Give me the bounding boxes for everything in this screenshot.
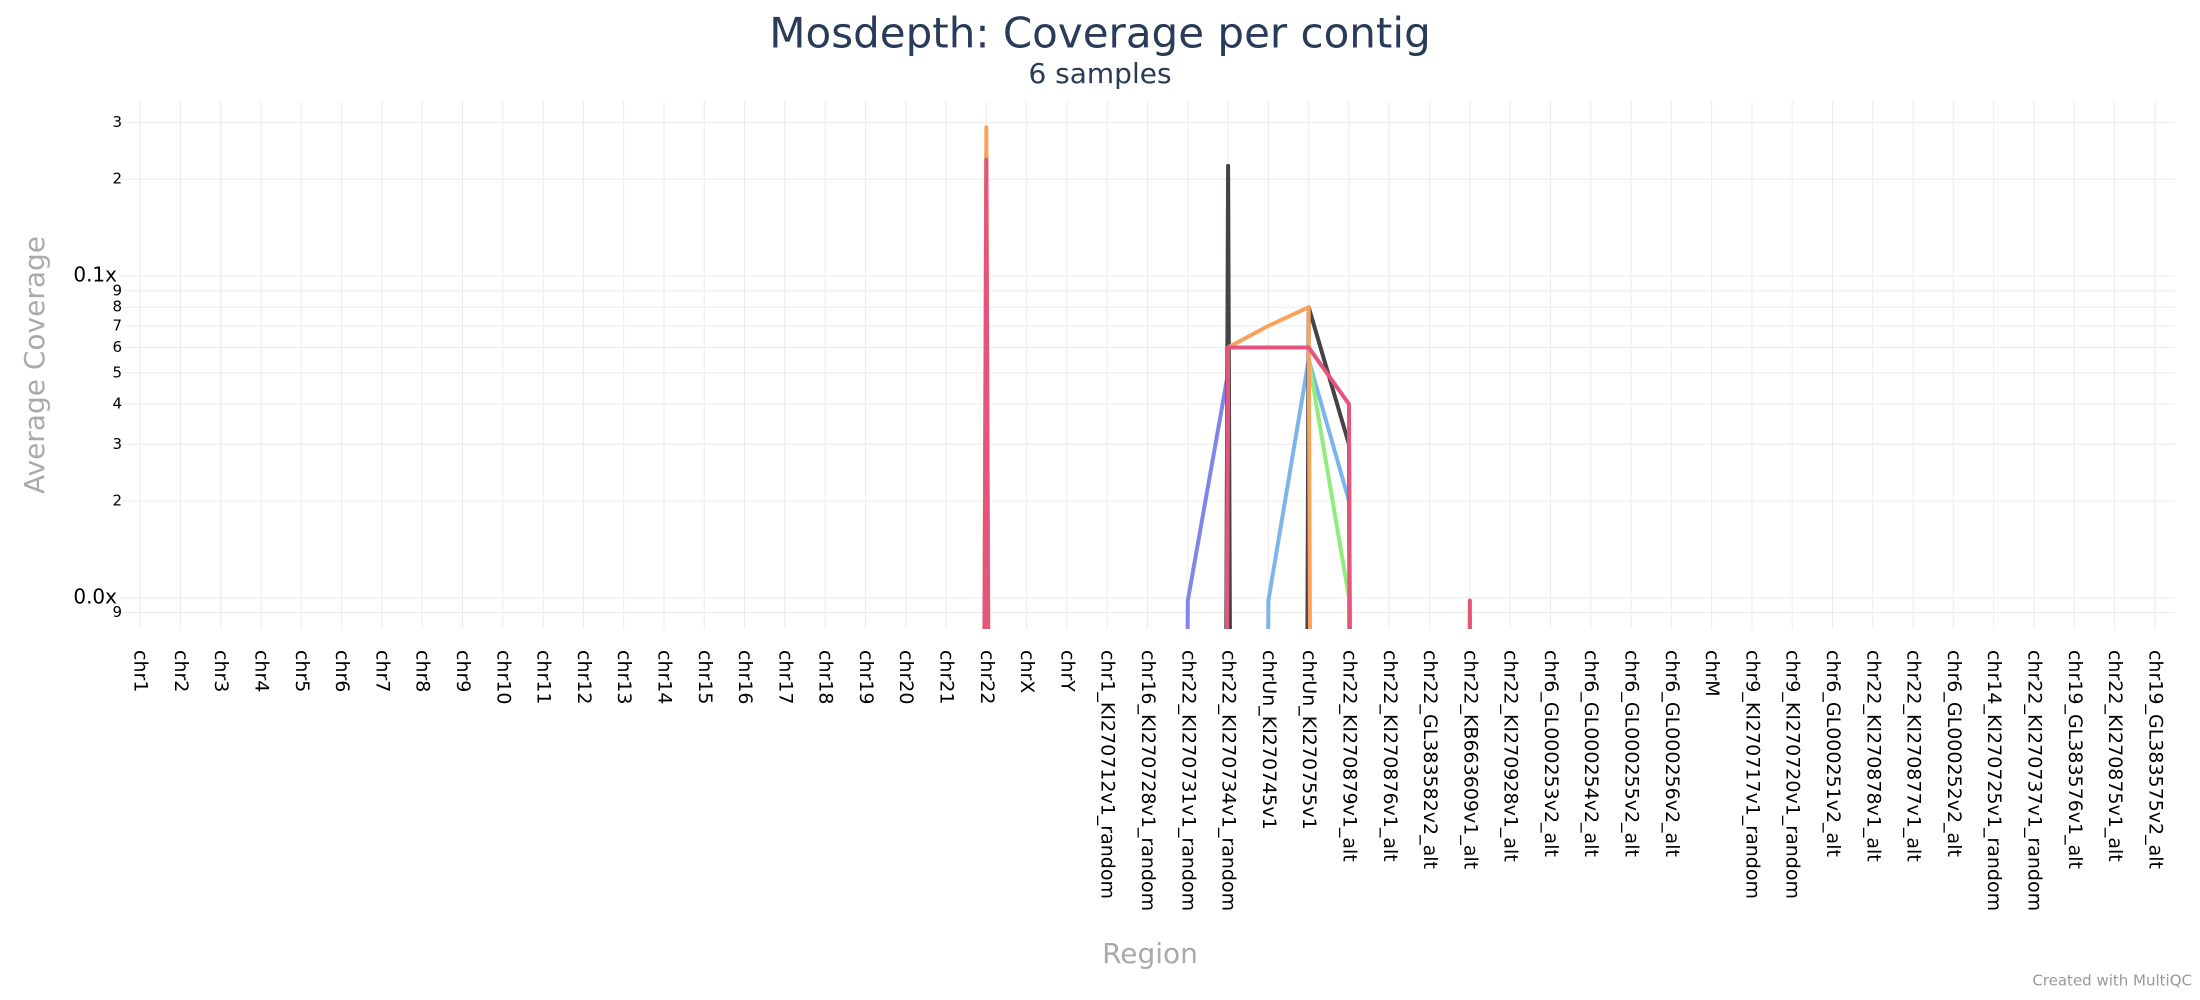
x-tick-label: chr9	[452, 650, 474, 692]
y-tick-label: 4	[112, 395, 122, 413]
x-tick-label: chr6_GL000253v2_alt	[1540, 650, 1562, 857]
y-tick-label: 0.1x	[73, 263, 117, 287]
x-tick-label: chr13	[613, 650, 635, 704]
x-tick-label: chr9_KI270720v1_random	[1782, 650, 1804, 899]
x-tick-label: chr19_GL383576v1_alt	[2064, 650, 2086, 869]
y-tick-label: 6	[112, 338, 122, 356]
x-tick-label: chr7	[371, 650, 393, 692]
x-tick-label: chr16	[734, 650, 756, 704]
x-tick-label: chr22_KI270877v1_alt	[1903, 650, 1925, 862]
x-tick-label: chr16_KI270728v1_random	[1137, 650, 1159, 911]
y-tick-label: 3	[112, 435, 122, 453]
x-tick-label: chrY	[1056, 650, 1078, 692]
x-tick-label: chr22_KI270737v1_random	[2023, 650, 2045, 911]
credits: Created with MultiQC	[2032, 972, 2192, 990]
x-tick-label: chr6_GL000256v2_alt	[1661, 650, 1683, 857]
x-tick-label: chr6_GL000252v2_alt	[1943, 650, 1965, 857]
grid	[120, 101, 2175, 629]
x-tick-label: chr22_KI270875v1_alt	[2104, 650, 2126, 862]
x-tick-label: chr20	[895, 650, 917, 704]
x-tick-label: chr14_KI270725v1_random	[1983, 650, 2005, 911]
x-tick-label: chr17	[774, 650, 796, 704]
x-tick-label: chr22_KI270878v1_alt	[1862, 650, 1884, 862]
y-tick-label: 5	[112, 363, 122, 381]
y-tick-label: 7	[112, 316, 122, 334]
x-tick-label: chr9_KI270717v1_random	[1741, 650, 1763, 899]
x-tick-label: chr3	[210, 650, 232, 692]
y-tick-label: 8	[112, 298, 122, 316]
x-tick-label: chrX	[1016, 650, 1038, 693]
x-tick-label: chr22_KI270731v1_random	[1177, 650, 1199, 911]
x-tick-label: chr22_KB663609v1_alt	[1459, 650, 1481, 869]
x-tick-label: chrUn_KI270755v1	[1298, 650, 1320, 830]
x-tick-label: chr15	[694, 650, 716, 704]
x-tick-label: chr2	[170, 650, 192, 692]
x-tick-label: chr14	[653, 650, 675, 704]
x-tick-label: chr10	[492, 650, 514, 704]
x-tick-label: chr12	[573, 650, 595, 704]
y-tick-label: 9	[112, 281, 122, 299]
x-tick-label: chr4	[251, 650, 273, 692]
x-tick-label: chrUn_KI270745v1	[1258, 650, 1280, 830]
y-tick-label: 3	[112, 113, 122, 131]
x-tick-label: chr1_KI270712v1_random	[1097, 650, 1119, 899]
x-tick-label: chr6_GL000254v2_alt	[1580, 650, 1602, 857]
y-tick-label: 0.0x	[73, 584, 117, 608]
x-tick-label: chr6	[331, 650, 353, 692]
x-tick-label: chr19_GL383575v2_alt	[2144, 650, 2166, 869]
x-tick-label: chr6_GL000251v2_alt	[1822, 650, 1844, 857]
y-axis-title: Average Coverage	[18, 236, 51, 494]
chart-subtitle: 6 samples	[1028, 57, 1171, 90]
x-tick-label: chr21	[936, 650, 958, 704]
x-tick-label: chr11	[533, 650, 555, 704]
x-tick-label: chr22_GL383582v2_alt	[1419, 650, 1441, 869]
x-tick-label: chr22	[976, 650, 998, 704]
x-tick-label: chr22_KI270879v1_alt	[1338, 650, 1360, 862]
x-tick-label: chr22_KI270928v1_alt	[1500, 650, 1522, 862]
chart-title: Mosdepth: Coverage per contig	[769, 9, 1430, 58]
x-tick-label: chr5	[291, 650, 313, 692]
x-tick-label: chr19	[855, 650, 877, 704]
y-tick-label: 2	[112, 170, 122, 188]
x-tick-label: chr6_GL000255v2_alt	[1621, 650, 1643, 857]
x-tick-label: chr18	[815, 650, 837, 704]
x-tick-label: chr22_KI270734v1_random	[1218, 650, 1240, 911]
x-axis-title: Region	[1102, 937, 1198, 970]
y-tick-label: 9	[112, 603, 122, 621]
x-tick-label: chr1	[130, 650, 152, 692]
x-tick-label: chrM	[1701, 650, 1723, 697]
x-tick-label: chr8	[412, 650, 434, 692]
y-tick-label: 2	[112, 491, 122, 509]
x-tick-label: chr22_KI270876v1_alt	[1379, 650, 1401, 862]
